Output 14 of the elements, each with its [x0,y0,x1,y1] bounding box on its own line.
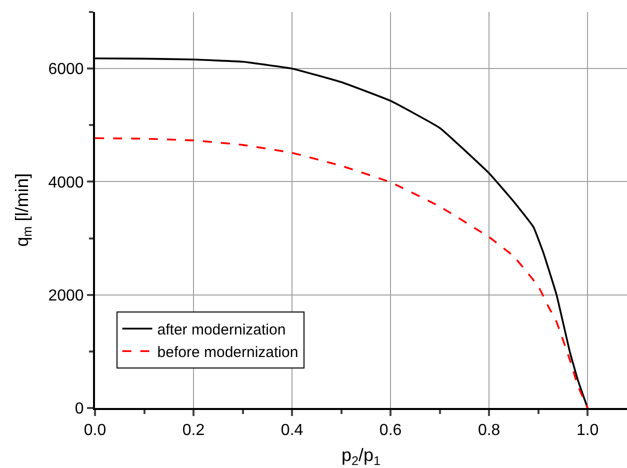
y-tick-label: 0 [74,400,84,418]
legend-label: after modernization [157,322,286,338]
y-tick-label: 6000 [48,61,84,78]
x-tick-label: 0.0 [84,422,106,440]
x-tick-label: 0.6 [379,422,402,440]
x-axis-title: p$_{2}$/p$_{1}$ [341,445,381,468]
y-tick-label: 4000 [48,174,84,192]
y-tick-label: 2000 [48,287,84,304]
legend-label: before modernization [157,344,298,361]
x-tick-label: 0.4 [280,422,304,440]
x-tick-label: 0.8 [478,422,500,440]
line-series [95,137,588,408]
x-tick-label: 0.2 [182,422,205,440]
x-tick-label: 1.0 [576,422,599,440]
